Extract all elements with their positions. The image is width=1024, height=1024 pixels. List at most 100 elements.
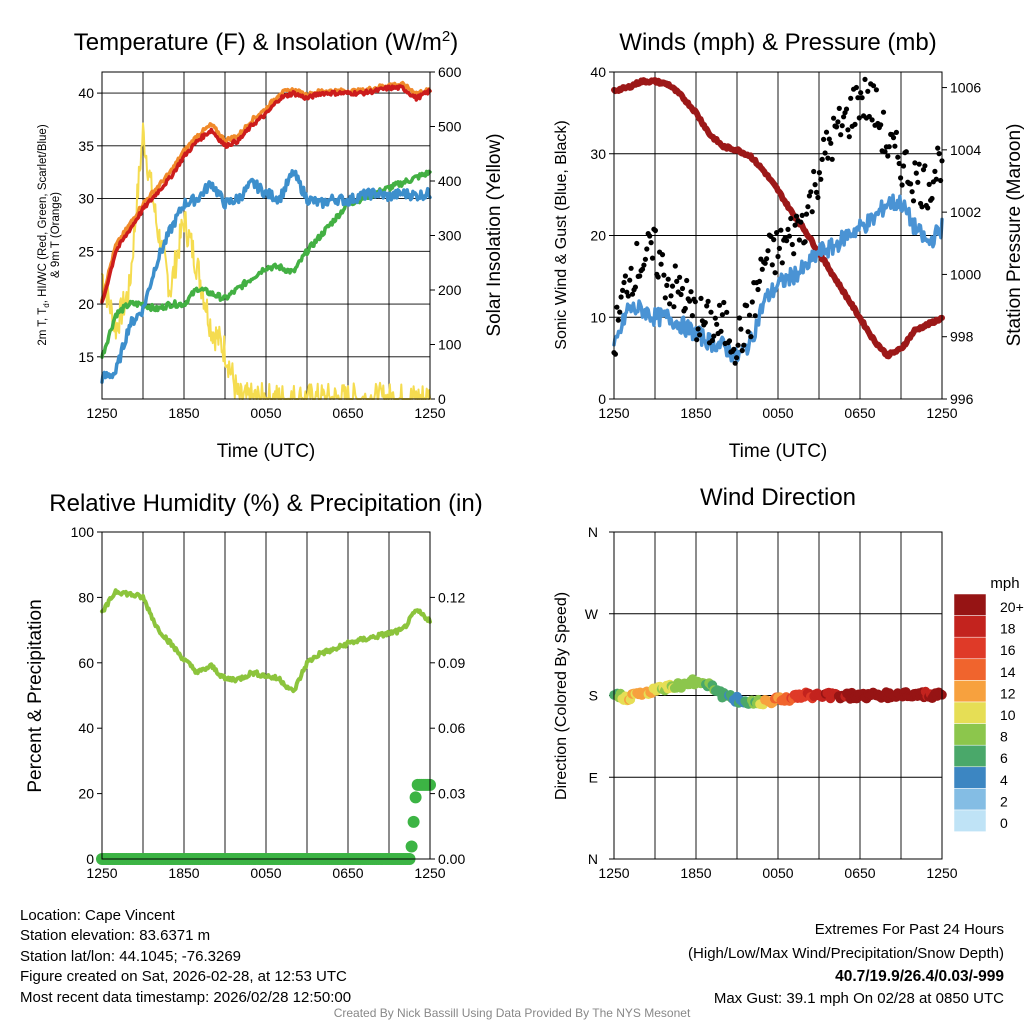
gust-point [869,117,875,123]
winds-ytick-label: 40 [590,64,606,80]
pressure-y2tick-label: 996 [950,391,974,407]
gust-point [712,315,718,321]
gust-point [855,95,861,101]
pressure-yaxis-label: Station Pressure (Maroon) [1004,124,1024,347]
gust-point [665,276,671,282]
pressure-y2tick-label: 1004 [950,142,981,158]
speed-legend-swatch [953,636,987,660]
speed-legend-swatch [953,723,987,746]
gust-point [772,270,778,276]
gust-point [708,309,714,315]
speed-legend-label: 8 [1000,729,1008,745]
speed-legend-label: 6 [1000,750,1008,766]
pressure-y2tick-label: 1002 [950,204,981,220]
heat-index-windchill-line [100,169,432,384]
gust-point [667,301,673,307]
gust-point [818,176,824,182]
gust-point [846,134,852,140]
gust-point [752,313,758,319]
wind-direction-yaxis-label: Direction (Colored By Speed) [553,592,570,800]
gust-point [925,205,931,211]
gust-point [671,304,677,310]
pressure-y2tick-label: 1000 [950,266,981,282]
direction-ytick-label: N [588,851,598,867]
gust-point [858,90,864,96]
gust-point [936,151,942,157]
gust-point [852,121,858,127]
winds-ytick-label: 20 [590,228,606,244]
gust-point [899,182,905,188]
speed-legend-label: 10 [1000,707,1016,723]
temperature-ytick-label: 35 [78,138,94,154]
gust-point [789,241,795,248]
gust-point [709,337,716,344]
extremes-title: Extremes For Past 24 Hours [814,921,1004,938]
extremes-subtitle: (High/Low/Max Wind/Precipitation/Snow De… [688,945,1004,962]
speed-legend-swatch [953,615,987,638]
gust-point [873,87,880,93]
gust-point [702,320,708,326]
gust-point [746,312,753,318]
humidity-xtick-label: 0650 [332,865,363,881]
gust-point [688,289,694,295]
gust-point [796,237,803,243]
speed-legend-label: 2 [1000,793,1008,809]
extremes-info: Extremes For Past 24 Hours (High/Low/Max… [688,918,1004,1009]
speed-legend-swatch [953,593,987,616]
gust-point [813,189,820,195]
gust-point [629,291,636,297]
gust-point [632,284,639,290]
solar-y2tick-label: 600 [438,64,462,80]
gust-point [682,305,688,312]
gust-point [698,295,704,301]
gust-point [774,230,780,236]
gust-point [809,209,815,215]
gust-point [661,272,667,278]
gust-point [689,313,696,319]
temperature-ytick-label: 20 [78,296,94,312]
precip-y2tick-label: 0.00 [438,851,465,867]
gust-point [833,124,840,130]
direction-ytick-label: E [589,769,598,785]
gust-point [669,283,676,289]
gust-point [862,76,868,82]
gust-point [784,238,790,244]
gust-point [848,95,854,101]
gust-point [880,109,887,115]
gust-point [778,227,784,233]
temperature-ytick-label: 40 [78,85,94,101]
gust-point [711,333,717,339]
gust-point [614,304,620,310]
gust-point [721,299,727,306]
gust-point [785,226,791,232]
station-info: Location: Cape Vincent Station elevation… [20,906,351,1008]
gust-point [726,338,733,344]
gust-point [705,298,711,304]
solar-y2tick-label: 200 [438,282,462,298]
winds-xaxis-label: Time (UTC) [729,441,828,462]
temperature-xtick-label: 0650 [332,405,363,421]
gust-point [664,282,670,288]
gust-point [748,334,754,340]
gust-point [628,265,634,271]
gust-point [926,181,932,187]
gust-point [822,150,828,156]
gust-point [895,154,901,160]
gust-point [935,145,941,151]
temperature-xtick-label: 1850 [168,405,199,421]
gust-point [828,140,834,146]
gust-point [829,156,835,162]
gust-point [622,273,629,279]
humidity-ytick-label: 100 [71,524,95,540]
figure-created: Figure created on Sat, 2026-02-28, at 12… [20,968,347,986]
gust-point [819,156,825,162]
speed-legend-swatch [953,658,987,681]
gust-point [677,274,683,280]
speed-legend-label: 12 [1000,685,1016,701]
gust-point [821,136,827,142]
gust-point [764,256,770,262]
humidity-ytick-label: 20 [78,786,94,802]
humidity-panel-title: Relative Humidity (%) & Precipitation (i… [49,490,482,517]
solar-y2tick-label: 300 [438,228,462,244]
precipitation-point [405,840,418,853]
